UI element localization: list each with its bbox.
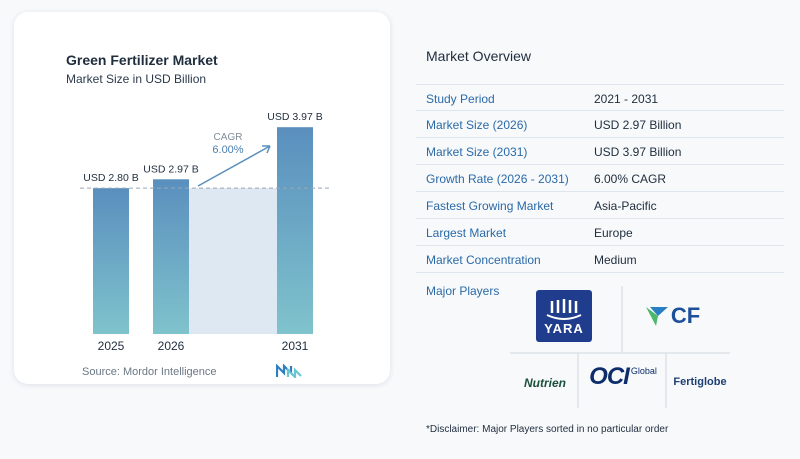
yara-logo-text: YARA	[544, 320, 584, 336]
yara-logo: YARA	[536, 290, 592, 342]
overview-row: Market Concentration Medium	[416, 246, 784, 273]
overview-row-label: Growth Rate (2026 - 2031)	[426, 172, 569, 186]
cf-logo: CF	[636, 296, 708, 336]
oci-logo-text: OCI	[589, 363, 630, 390]
overview-row-label: Largest Market	[426, 226, 507, 240]
overview-row: Market Size (2031) USD 3.97 Billion	[416, 138, 784, 165]
overview-row-value: USD 2.97 Billion	[594, 118, 682, 132]
growth-shade	[189, 188, 277, 334]
nutrien-logo-text: Nutrien	[524, 376, 566, 390]
overview-row-label: Market Size (2026)	[426, 118, 528, 132]
fertiglobe-logo-text: Fertiglobe	[673, 376, 727, 388]
bar-2025	[93, 188, 129, 334]
category-label: 2026	[158, 339, 185, 353]
overview-row: Market Size (2026) USD 2.97 Billion	[416, 111, 784, 138]
disclaimer: *Disclaimer: Major Players sorted in no …	[426, 424, 669, 435]
fertiglobe-logo: Fertiglobe	[668, 370, 732, 394]
chart-title: Green Fertilizer Market	[66, 52, 218, 68]
overview-row-label: Market Size (2031)	[426, 145, 528, 159]
overview-row: Study Period 2021 - 2031	[416, 84, 784, 111]
cagr-value: 6.00%	[212, 144, 243, 156]
cf-logo-text: CF	[670, 303, 701, 328]
overview-row-value: Europe	[594, 226, 633, 240]
major-players-title: Major Players	[426, 284, 500, 298]
overview-row-label: Study Period	[426, 92, 495, 106]
bar-2031	[277, 127, 313, 334]
cf-leaf-icon	[645, 307, 668, 326]
mordor-intelligence-logo	[276, 364, 302, 378]
cagr-label: CAGR	[214, 132, 243, 143]
overview-row-value: 6.00% CAGR	[594, 172, 667, 186]
players-grid-lines	[510, 286, 730, 408]
category-label: 2031	[282, 339, 309, 353]
value-label: USD 3.97 B	[267, 111, 322, 123]
overview-row: Fastest Growing Market Asia-Pacific	[416, 192, 784, 219]
bar-chart: USD 2.80 B USD 2.97 B USD 3.97 B 2025 2026 20…	[80, 111, 330, 353]
overview-row-label: Fastest Growing Market	[426, 199, 554, 213]
oci-logo: OCI Global	[582, 360, 664, 394]
chart-subtitle: Market Size in USD Billion	[66, 72, 207, 86]
overview-row-value: Asia-Pacific	[594, 199, 657, 213]
overview-row-label: Market Concentration	[426, 253, 541, 267]
overview-row-value: Medium	[594, 253, 637, 267]
source-text: Source: Mordor Intelligence	[82, 366, 217, 378]
cagr-arrow-head	[262, 145, 271, 154]
bar-2026	[153, 179, 189, 334]
value-label: USD 2.97 B	[143, 163, 198, 175]
overview-row: Growth Rate (2026 - 2031) 6.00% CAGR	[416, 165, 784, 192]
overview-row-value: USD 3.97 Billion	[594, 145, 682, 159]
cagr-arrow-line	[197, 145, 271, 187]
value-label: USD 2.80 B	[83, 172, 138, 184]
oci-logo-subtext: Global	[630, 366, 657, 376]
market-overview-title: Market Overview	[426, 48, 532, 64]
category-label: 2025	[98, 339, 125, 353]
nutrien-logo: Nutrien	[514, 372, 576, 394]
overview-row-value: 2021 - 2031	[594, 92, 659, 106]
overview-row: Largest Market Europe	[416, 219, 784, 246]
viking-ship-icon	[546, 298, 582, 320]
